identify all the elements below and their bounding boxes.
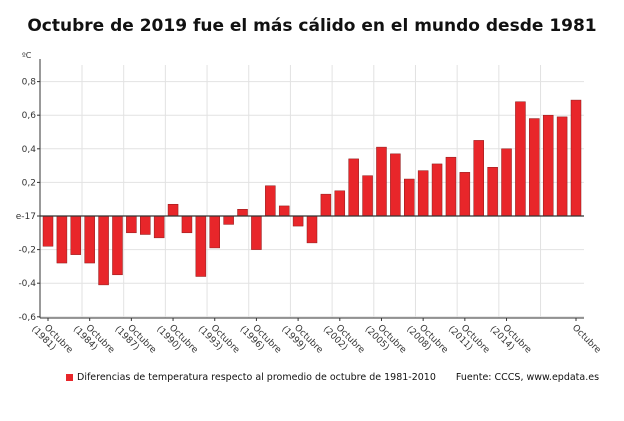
bar-1992 [195,215,207,277]
bar-1987 [126,215,137,234]
bar-2007 [404,178,415,217]
y-tick-label: 0,8 [22,78,37,88]
bar-2010 [445,156,457,217]
bar-1984 [84,215,95,264]
source-note: Fuente: CCCS, www.epdata.es [455,372,600,383]
bar-1986 [112,215,123,276]
bar-1983 [70,215,82,255]
bar-1991 [181,215,193,234]
bar-2015 [515,101,526,217]
bar-2016 [529,118,540,217]
bar-2009 [431,163,443,217]
bar-1990 [167,203,179,217]
x-tick-label: Octubre(2008) [404,317,450,363]
bar-1999 [292,215,304,227]
bar-1995 [237,209,248,217]
bar-2000 [306,215,318,244]
bar-1981 [42,215,54,247]
x-tick-label: Octubre(2005) [363,317,409,363]
bar-1982 [56,215,68,264]
bar-1988 [140,215,151,235]
bar-2012 [473,140,484,217]
legend-swatch [66,374,73,381]
y-tick-label: e-17 [16,212,36,222]
bar-2019 [570,99,582,217]
y-tick-label: -0,2 [18,246,36,256]
bar-1998 [278,205,290,217]
x-tick-label: Octubre(1999) [279,317,325,363]
bar-1996 [251,215,262,250]
x-tick-label: Octubre(1984) [71,317,117,363]
y-tick-label: -0,4 [18,279,36,289]
bar-2018 [556,116,568,217]
bar-1985 [98,215,109,286]
bar-1993 [209,215,220,249]
bar-2003 [348,158,359,217]
bar-1989 [153,215,165,239]
y-tick-label: 0,4 [22,145,37,155]
bar-2014 [501,148,512,217]
x-tick-label: Octubre(1987) [113,317,159,363]
x-tick-label: Octubre(2011) [446,317,492,363]
y-axis-unit: ºC [22,51,32,60]
bar-1994 [223,215,234,225]
bar-2005 [376,146,387,217]
y-tick-label: -0,6 [18,313,36,323]
legend: Diferencias de temperatura respecto al p… [66,372,599,383]
bar-1997 [265,185,276,217]
y-tick-label: 0,6 [22,111,37,121]
bar-2008 [417,170,429,217]
bar-2011 [459,172,471,217]
y-tick-label: 0,2 [22,178,36,188]
x-tick-label: Octubre(1996) [238,317,284,363]
x-tick-label: Octubre(1990) [154,317,200,363]
bar-2017 [542,114,554,217]
x-tick-label: Octubre(1993) [196,317,242,363]
bar-2006 [390,153,401,217]
legend-label: Diferencias de temperatura respecto al p… [77,372,436,383]
bar-2004 [362,175,373,217]
x-tick-label: Octubre(2002) [321,317,367,363]
bar-2002 [334,190,346,217]
x-tick-label: Octubre(1981) [29,317,75,363]
chart-title: Octubre de 2019 fue el más cálido en el … [27,16,597,36]
bar-2013 [487,167,498,217]
x-tick-label: Octubre [570,323,603,356]
bar-2001 [320,193,332,217]
x-tick-label: Octubre(2014) [488,317,534,363]
